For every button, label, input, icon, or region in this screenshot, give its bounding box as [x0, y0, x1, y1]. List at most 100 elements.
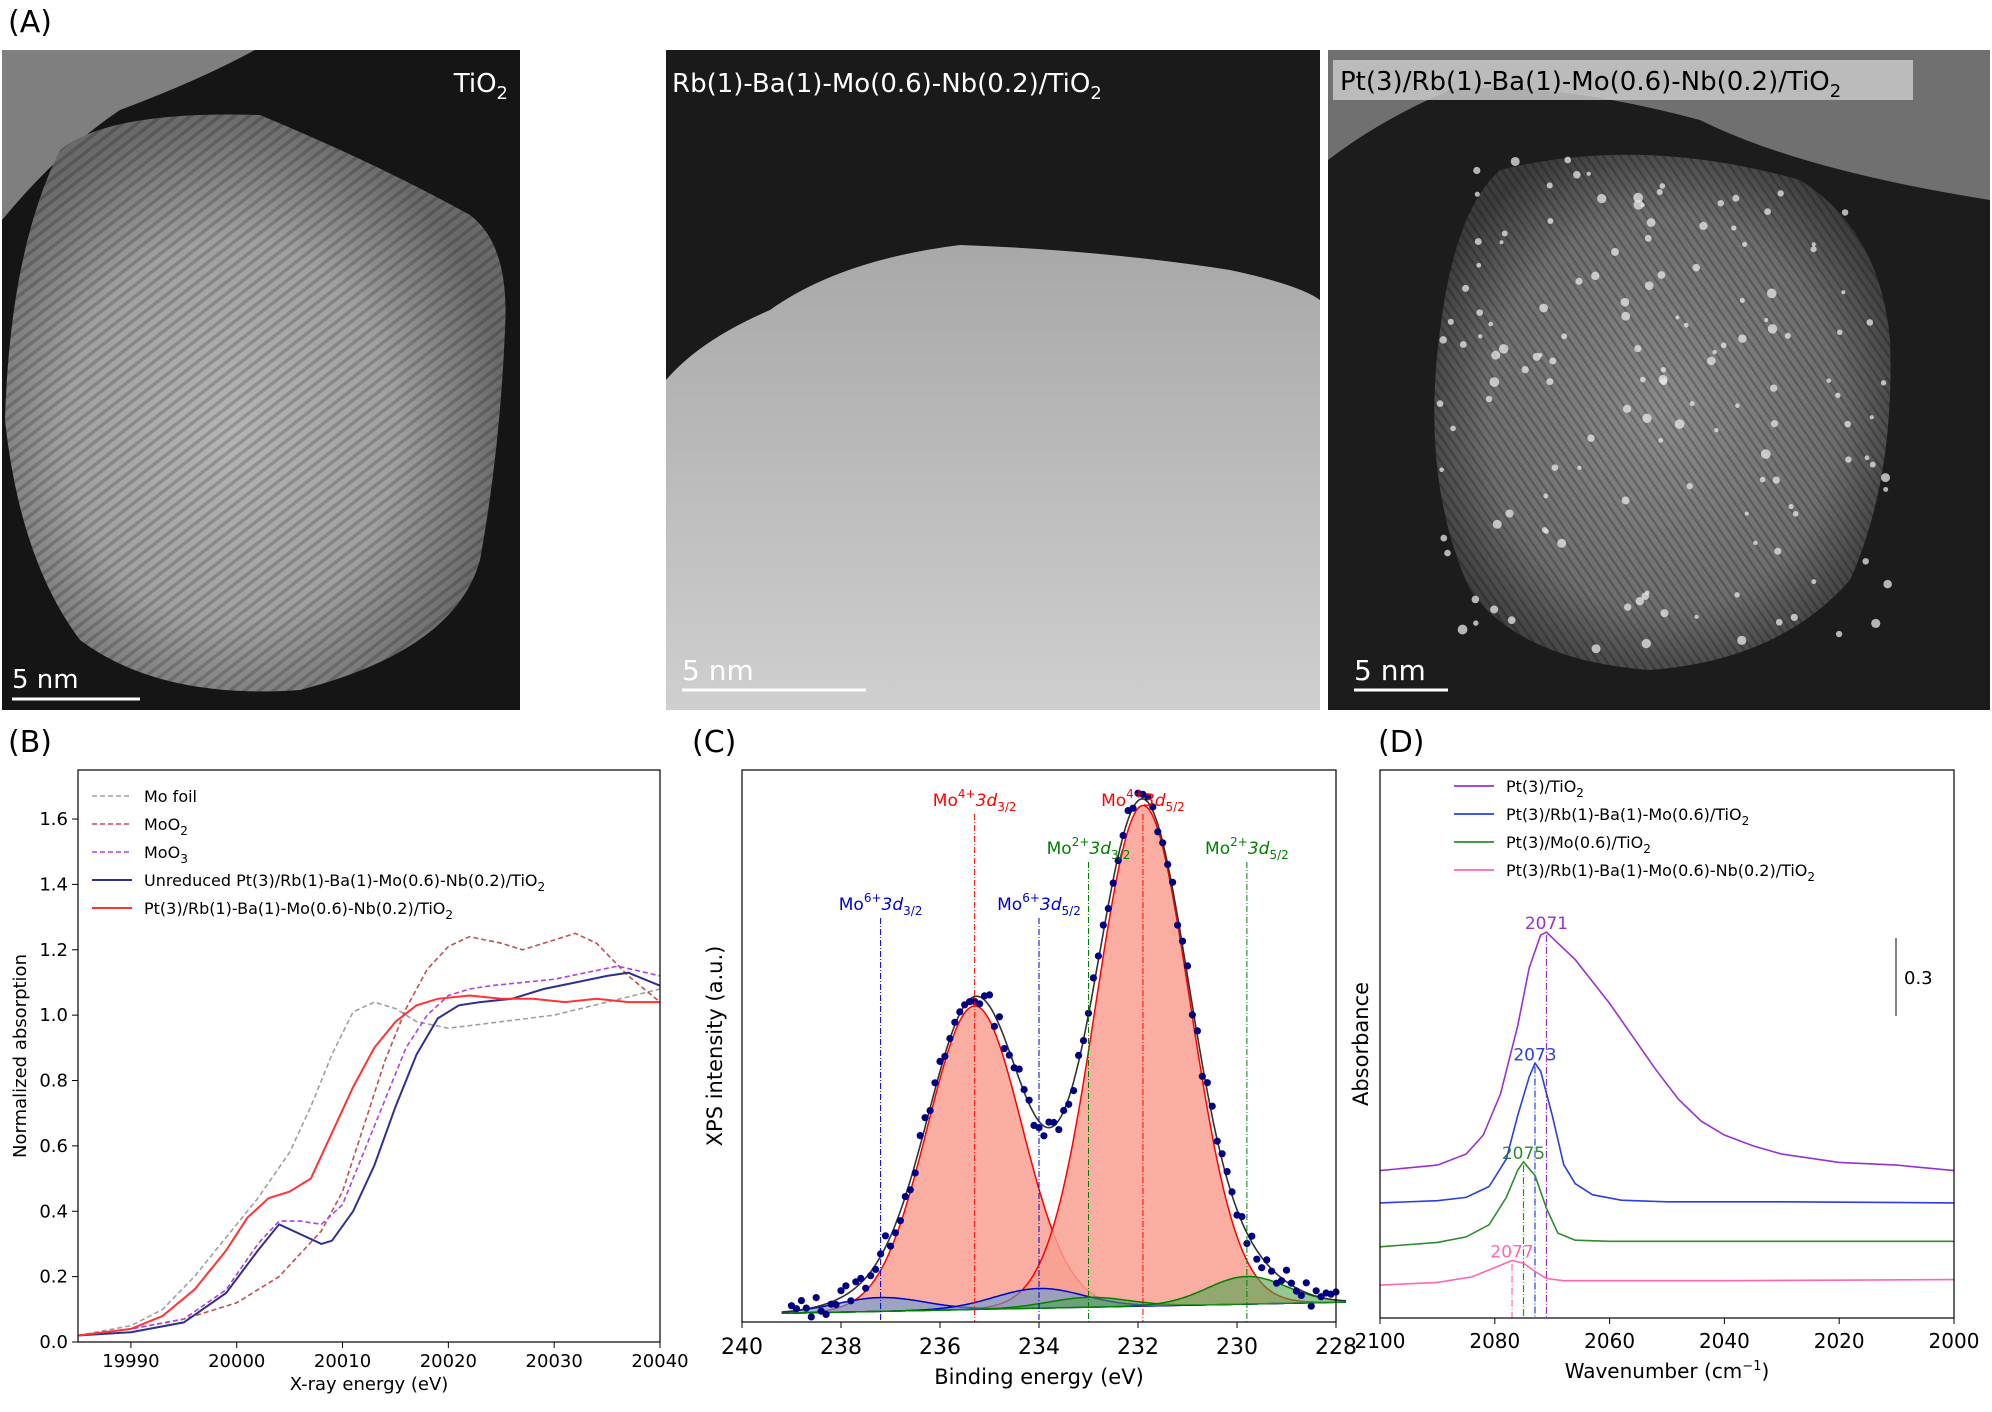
pt-particle: [1440, 534, 1448, 542]
legend-label-b: MoO3: [144, 843, 188, 866]
pt-particle: [1731, 225, 1737, 231]
pt-particle: [1561, 333, 1568, 340]
xps-data-point: [1282, 1266, 1291, 1274]
y-tick-label-b: 1.4: [39, 874, 68, 895]
pt-particle: [1477, 334, 1483, 339]
x-tick-label-c: 232: [1117, 1335, 1159, 1360]
pt-particle: [1646, 218, 1656, 227]
pt-particle: [1644, 590, 1650, 596]
pt-particle: [1675, 315, 1680, 320]
pt-particle: [1521, 365, 1529, 374]
x-tick-label-d: 2000: [1929, 1329, 1980, 1353]
pt-particle: [1644, 281, 1654, 291]
xps-data-point: [1109, 879, 1117, 887]
pt-particle: [1624, 603, 1632, 611]
xps-data-point: [1174, 921, 1182, 929]
x-tick-label-b: 20030: [526, 1351, 583, 1372]
series-line-b-1: [77, 932, 661, 1337]
x-tick-label-d: 2080: [1469, 1329, 1520, 1353]
x-tick-label-b: 20020: [420, 1351, 477, 1372]
xps-data-point: [1238, 1213, 1246, 1221]
peak-label-c-2: Mo6+3d5/2: [997, 891, 1081, 918]
component-fill-c-1: [781, 805, 1346, 1314]
pt-particle: [1772, 476, 1780, 484]
xps-data-point: [886, 1242, 895, 1250]
chart-c-xps: Mo6+3d3/2 Mo4+3d3/2 Mo6+3d5/2 Mo2+3d3/2 Mo4+…: [703, 769, 1357, 1389]
pt-particle: [1737, 635, 1747, 646]
pt-particle: [1720, 342, 1727, 349]
legend-label-d: Pt(3)/TiO2: [1506, 777, 1584, 800]
pt-particle: [1660, 609, 1669, 618]
xps-data-point: [1104, 904, 1112, 913]
pt-particle: [1738, 334, 1747, 343]
panel-label-b: (B): [8, 725, 52, 760]
micrograph-3-label: Pt(3)/Rb(1)-Ba(1)-Mo(0.6)-Nb(0.2)/TiO2: [1340, 67, 1841, 102]
pt-particle: [1490, 605, 1499, 614]
series-line-d-2: [1379, 1160, 1954, 1248]
scale-bar-3-label: 5 nm: [1354, 654, 1426, 687]
pt-particle: [1539, 303, 1549, 313]
pt-particle: [1869, 461, 1876, 468]
xps-data-point: [1208, 1102, 1216, 1110]
pt-particle: [1501, 230, 1508, 237]
xps-data-point: [951, 1018, 959, 1026]
xps-data-point: [1070, 1087, 1078, 1095]
xps-data-point: [1055, 1126, 1063, 1134]
pt-particle: [1753, 540, 1758, 546]
xps-data-point: [956, 1008, 964, 1016]
pt-particle: [1811, 242, 1816, 247]
pt-particle: [1844, 420, 1851, 428]
xps-data-point: [1154, 828, 1162, 836]
pt-particle: [1717, 199, 1725, 207]
pt-particle: [1491, 350, 1501, 360]
component-fill-c-4: [781, 1297, 1346, 1314]
micrograph-1-label: TiO2: [453, 69, 508, 104]
y-axis-label-d: Absorbance: [1349, 982, 1373, 1106]
peak-label-d-2: 2075: [1502, 1144, 1545, 1164]
xps-data-point: [1277, 1277, 1286, 1285]
xps-data-point: [1203, 1079, 1211, 1087]
xps-data-point: [1198, 1072, 1206, 1080]
x-tick-label-c: 230: [1216, 1335, 1258, 1360]
x-tick-label-d: 2040: [1699, 1329, 1750, 1353]
xps-data-point: [1317, 1293, 1325, 1301]
xps-data-point: [1178, 937, 1187, 945]
pt-particle: [1656, 188, 1663, 196]
xps-data-point: [1253, 1255, 1261, 1263]
pt-particle: [1591, 271, 1600, 281]
pt-particle: [1575, 277, 1583, 285]
pt-particle: [1439, 467, 1444, 473]
xps-data-point: [837, 1287, 845, 1295]
xps-data-point: [911, 1169, 919, 1177]
xps-data-point: [1268, 1267, 1276, 1275]
xps-data-point: [926, 1107, 934, 1115]
xps-data-point: [941, 1052, 949, 1060]
pt-particle: [1549, 357, 1557, 365]
pt-particle: [1473, 620, 1479, 626]
pt-particle: [1642, 413, 1652, 423]
x-tick-label-c: 228: [1315, 1335, 1357, 1360]
pt-particle: [1811, 579, 1817, 585]
xps-data-point: [1183, 962, 1192, 970]
y-axis-label-b: Normalized absorption: [10, 954, 31, 1158]
pt-particle: [1474, 238, 1482, 246]
xps-data-point: [1223, 1168, 1231, 1176]
x-tick-label-c: 234: [1018, 1335, 1060, 1360]
legend-label-b: Unreduced Pt(3)/Rb(1)-Ba(1)-Mo(0.6)-Nb(0…: [144, 871, 545, 894]
pt-particle: [1770, 420, 1779, 428]
xps-data-point: [1213, 1137, 1221, 1145]
xps-data-point: [1114, 857, 1122, 865]
pt-particle: [1707, 356, 1716, 366]
xps-data-point: [985, 991, 994, 999]
xps-data-point: [916, 1132, 924, 1140]
pt-particle: [1880, 380, 1887, 386]
pt-particle: [1764, 208, 1771, 215]
y-axis-label-c: XPS intensity (a.u.): [703, 946, 727, 1147]
legend-label-d: Pt(3)/Rb(1)-Ba(1)-Mo(0.6)/TiO2: [1506, 805, 1749, 828]
pt-particle: [1792, 511, 1799, 517]
pt-particle: [1622, 404, 1632, 413]
pt-particle: [1784, 332, 1791, 339]
legend-label-d: Pt(3)/Mo(0.6)/TiO2: [1506, 833, 1651, 856]
pt-particle: [1659, 377, 1668, 386]
